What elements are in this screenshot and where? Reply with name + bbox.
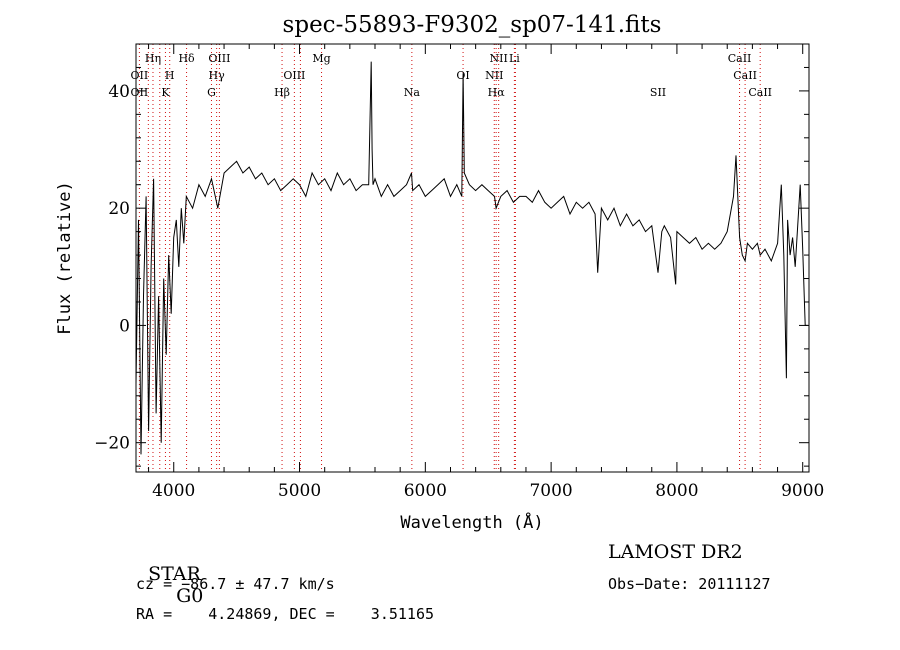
x-tick-label: 6000 [404, 481, 447, 501]
object-class: STAR G0 [136, 541, 203, 607]
y-tick-label: −20 [94, 434, 130, 454]
reference-line-label: Hα [488, 86, 506, 99]
subclass-label: G0 [176, 585, 204, 607]
reference-line-label: OIII [208, 52, 230, 65]
spectrum-line [135, 61, 808, 455]
reference-line-label: CaII [728, 52, 752, 65]
class-label: STAR [148, 563, 201, 585]
reference-line-label: Mg [312, 52, 330, 65]
reference-line-label: G [207, 86, 216, 99]
y-tick-label: 40 [108, 82, 130, 102]
reference-lines [138, 44, 761, 472]
x-tick-label: 7000 [529, 481, 572, 501]
obs-date-line: Obs−Date: 20111127 [608, 575, 771, 593]
reference-line-label: K [161, 86, 170, 99]
x-tick-label: 8000 [655, 481, 698, 501]
x-tick-label: 9000 [781, 481, 824, 501]
reference-line-label: OIII [283, 69, 305, 82]
x-tick-label: 5000 [278, 481, 321, 501]
reference-line-label: SII [650, 86, 666, 99]
chart-title: spec-55893-F9302_sp07-141.fits [283, 12, 662, 38]
survey-label: LAMOST DR2 [608, 541, 743, 563]
x-axis-ticks: 4000 5000 6000 7000 8000 9000 [148, 44, 824, 501]
redshift-line: cz = −86.7 ± 47.7 km/s [136, 575, 335, 593]
reference-line-label: Hγ [209, 69, 226, 82]
reference-line-label: CaII [733, 69, 757, 82]
reference-line-label: Hδ [178, 52, 195, 65]
y-axis-ticks: −20 0 20 40 [94, 43, 809, 467]
x-axis-label: Wavelength (Å) [400, 511, 543, 533]
reference-line-label: OII [131, 86, 149, 99]
reference-line-label: Na [404, 86, 421, 99]
y-axis-label: Flux (relative) [55, 181, 75, 335]
coordinates-line: RA = 4.24869, DEC = 3.51165 [136, 605, 435, 623]
reference-line-label: Hη [145, 52, 161, 65]
reference-line-label: Hβ [274, 86, 290, 99]
reference-line-label: OII [131, 69, 149, 82]
reference-line-label: NII [485, 69, 503, 82]
y-tick-label: 0 [119, 316, 130, 336]
y-tick-label: 20 [108, 199, 130, 219]
reference-line-label: H [165, 69, 175, 82]
x-tick-label: 4000 [152, 481, 195, 501]
reference-line-label: Li [509, 52, 520, 65]
plot-frame [135, 43, 810, 473]
reference-line-label: CaII [748, 86, 772, 99]
reference-line-label: NII [490, 52, 508, 65]
